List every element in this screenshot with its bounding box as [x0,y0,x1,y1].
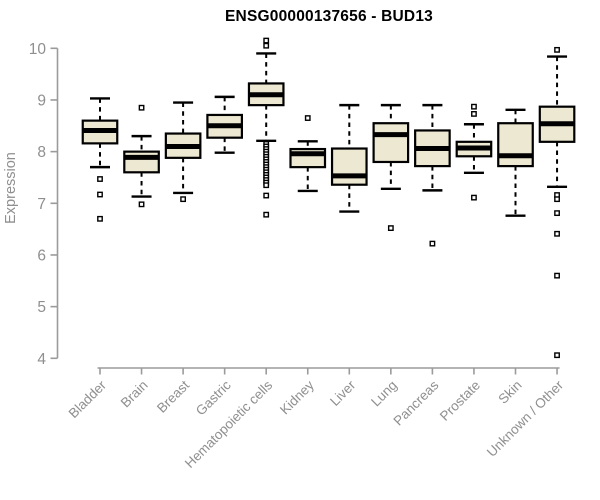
outlier-point [554,352,560,359]
outlier-point [138,104,145,111]
y-tick-label: 9 [37,92,46,109]
x-tick-label: Lung [368,378,400,410]
box-brain [123,104,160,208]
chart-title: ENSG00000137656 - BUD13 [225,8,433,25]
outlier-point [304,115,311,121]
outlier-point [554,46,560,53]
outlier-point [387,225,394,232]
x-tick-label: Kidney [277,377,317,417]
y-tick-label: 7 [37,196,46,213]
y-tick-label: 4 [37,351,46,368]
outlier-point [263,192,270,199]
box-bladder [81,97,119,222]
outlier-point [97,215,103,222]
box-kidney [289,115,327,193]
outlier-point [471,103,477,110]
y-tick-label: 5 [37,299,46,316]
outlier-point [97,176,103,182]
x-tick-label: Pancreas [391,377,442,428]
x-tick-label: Breast [154,377,192,415]
outlier-point [263,182,270,189]
outlier-point [554,272,560,279]
outlier-point [263,42,270,49]
box-unknown-other [538,46,576,359]
outlier-point [554,210,560,217]
outlier-point [471,111,477,117]
x-tick-label: Liver [327,377,359,409]
outlier-point [263,37,270,44]
outlier-point [180,196,186,203]
outlier-point [554,230,560,237]
y-tick-label: 6 [37,247,46,264]
outlier-point [138,201,145,208]
outlier-point [429,240,436,247]
box-pancreas [414,103,451,247]
outlier-point [554,196,560,203]
outlier-point [471,194,477,201]
box-prostate [455,103,493,201]
x-tick-label: Prostate [437,378,483,424]
x-tick-label: Brain [118,378,151,411]
box-breast [164,101,202,203]
box-hematopoietic-cells [247,37,285,218]
x-tick-label: Gastric [193,377,234,418]
outlier-point [263,211,270,218]
x-tick-label: Unknown / Other [484,377,567,460]
box-lung [372,103,410,232]
outlier-point [97,191,103,198]
x-tick-label: Bladder [66,377,110,421]
box-gastric [206,95,243,154]
box-skin [497,108,534,217]
y-tick-label: 10 [29,41,47,58]
box-liver [330,103,368,213]
y-tick-label: 8 [37,144,46,161]
x-tick-label: Skin [495,378,524,407]
